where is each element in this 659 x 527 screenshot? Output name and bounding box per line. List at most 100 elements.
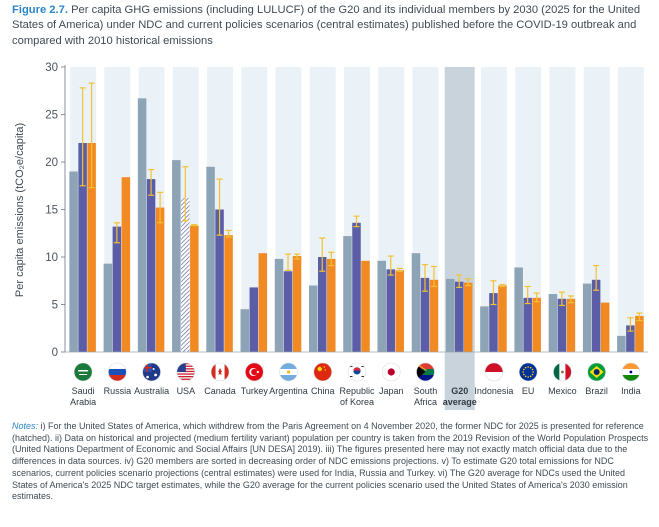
x-tick-label: Brazil — [585, 386, 608, 396]
flag-usa-icon — [176, 362, 196, 382]
flag-part — [224, 363, 230, 381]
flag-part — [323, 366, 325, 368]
bar-ndc — [283, 271, 293, 352]
bar-ndc — [249, 287, 259, 352]
bar-current_policies — [395, 270, 404, 352]
flag-fill — [416, 363, 435, 381]
flag-ring — [279, 362, 298, 382]
flag-part — [361, 376, 364, 377]
flag-australia-icon — [142, 362, 161, 382]
flag-ring — [73, 362, 93, 382]
flag-fill — [279, 363, 298, 381]
x-tick-label: Canada — [204, 386, 236, 396]
x-tick-label: G20 — [451, 386, 468, 396]
flag-ring — [553, 362, 572, 382]
bar-current_policies — [463, 282, 473, 352]
bar-historical — [617, 335, 626, 352]
flag-part — [251, 368, 258, 376]
flag-part — [387, 368, 395, 376]
flag-ring — [244, 362, 264, 382]
flag-ring — [142, 362, 161, 382]
bar-historical — [514, 267, 523, 352]
bar-current_policies — [600, 302, 610, 352]
flag-part — [524, 366, 527, 369]
flag-part — [527, 376, 529, 378]
flag-fill — [348, 363, 366, 381]
bar-ndc — [146, 179, 156, 352]
flag-saudi-arabia-icon — [73, 362, 93, 382]
flag-part — [152, 368, 155, 370]
flag-indonesia-icon — [484, 362, 504, 382]
bar-ndc — [557, 298, 567, 352]
flag-turkey-icon — [244, 362, 264, 382]
flag-part — [218, 368, 223, 375]
flag-part — [78, 370, 89, 372]
bar-current_policies — [498, 285, 507, 352]
bar-historical — [582, 283, 592, 352]
x-tick-label: Mexico — [548, 386, 577, 396]
flag-part — [176, 378, 195, 380]
flag-korea-icon — [347, 362, 367, 382]
flag-fill — [553, 363, 572, 381]
figure-caption: Figure 2.7. Per capita GHG emissions (in… — [12, 3, 648, 49]
flag-part — [361, 366, 364, 367]
flag-part — [108, 375, 127, 381]
flag-part — [561, 370, 564, 374]
bar-ndc — [181, 198, 190, 352]
flag-part — [350, 376, 353, 377]
flag-ring — [587, 362, 606, 382]
flag-fill — [74, 363, 93, 381]
bar-historical — [343, 236, 352, 352]
x-tick-label: Saudi — [72, 386, 95, 396]
x-tick-label: Republic — [339, 386, 375, 396]
flag-brazil-icon — [587, 362, 606, 382]
flag-part — [154, 373, 157, 377]
flag-part — [146, 375, 149, 379]
flag-part — [529, 375, 532, 378]
bar-ndc — [454, 281, 464, 352]
x-tick-label: China — [311, 386, 335, 396]
flag-part — [279, 375, 298, 381]
bar-ndc — [112, 226, 122, 352]
flag-argentina-icon — [279, 362, 298, 382]
flag-fill — [142, 363, 161, 381]
bar-ndc — [78, 143, 87, 352]
flag-part — [108, 363, 127, 369]
x-tick-label: Japan — [379, 386, 404, 396]
x-tick-label: of Korea — [340, 397, 374, 407]
y-tick-label: 0 — [52, 347, 58, 359]
flag-part — [211, 363, 216, 381]
flag-part — [146, 363, 148, 372]
x-tick-label: EU — [522, 386, 535, 396]
flag-part — [176, 376, 195, 378]
bar-current_policies — [532, 297, 541, 352]
flag-part — [621, 375, 640, 381]
flag-fill — [621, 363, 640, 381]
notes-text: i) For the United States of America, whi… — [12, 421, 649, 502]
flag-ring — [416, 362, 435, 382]
flag-part — [286, 370, 291, 374]
flag-part — [621, 363, 640, 369]
flag-russia-icon — [108, 362, 127, 382]
x-tick-label: Australia — [134, 386, 169, 396]
bar-historical — [172, 160, 181, 352]
flag-south-africa-icon — [416, 362, 435, 382]
flag-ring — [621, 362, 641, 382]
bar-historical — [480, 306, 489, 352]
bar-historical — [103, 263, 113, 352]
bar-historical — [206, 166, 215, 352]
bar-current_policies — [258, 253, 268, 352]
flag-part — [522, 371, 524, 373]
flag-part — [532, 371, 534, 373]
bar-historical — [309, 285, 318, 352]
bar-ndc — [626, 325, 635, 352]
flag-part — [531, 368, 534, 371]
flag-part — [279, 363, 298, 369]
bar-ndc — [489, 293, 498, 352]
bar-current_policies — [635, 315, 644, 352]
bar-current_policies — [361, 260, 370, 352]
flag-part — [519, 363, 538, 381]
flag-part — [176, 363, 186, 372]
flag-part — [484, 372, 503, 381]
